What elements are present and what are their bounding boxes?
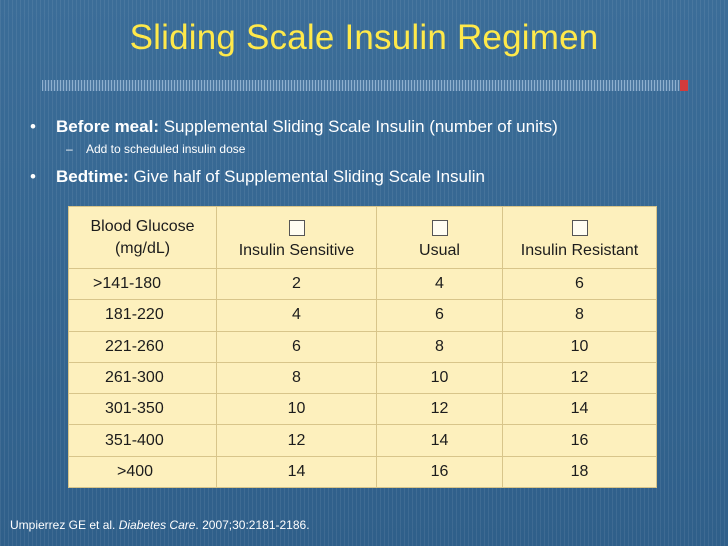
cell-resistant-dose: 10 <box>502 330 657 363</box>
cell-resistant-dose: 8 <box>502 299 657 332</box>
cell-glucose-range: 351-400 <box>68 424 217 457</box>
slide-title: Sliding Scale Insulin Regimen <box>129 18 599 57</box>
citation-authors: Umpierrez GE et al. <box>10 518 119 532</box>
table-row: 351-400 12 14 16 <box>68 424 657 457</box>
cell-glucose-range: 301-350 <box>68 393 217 426</box>
header-insulin-resistant: Insulin Resistant <box>502 206 657 269</box>
cell-usual-dose: 14 <box>376 424 503 457</box>
table-row: 181-220 4 6 8 <box>68 299 657 332</box>
header-blood-glucose: Blood Glucose (mg/dL) <box>68 206 217 269</box>
cell-resistant-dose: 6 <box>502 267 657 301</box>
cell-sensitive-dose: 6 <box>216 330 377 363</box>
header-glucose-line2: (mg/dL) <box>114 240 171 257</box>
before-meal-label: Before meal: <box>56 117 159 136</box>
cell-sensitive-dose: 8 <box>216 361 377 395</box>
table-row: 221-260 6 8 10 <box>68 330 657 363</box>
cell-usual-dose: 6 <box>376 299 503 332</box>
cell-usual-dose: 8 <box>376 330 503 363</box>
cell-glucose-range: 261-300 <box>68 361 217 395</box>
table-row: 261-300 8 10 12 <box>68 361 657 395</box>
table-header-row: Blood Glucose (mg/dL) Insulin Sensitive … <box>68 206 657 269</box>
cell-usual-dose: 16 <box>376 455 503 489</box>
title-divider <box>42 80 688 91</box>
header-usual-label: Usual <box>419 242 460 259</box>
cell-resistant-dose: 16 <box>502 424 657 457</box>
cell-sensitive-dose: 2 <box>216 267 377 301</box>
sub-bullet-text: Add to scheduled insulin dose <box>86 142 246 156</box>
sub-bullet-scheduled-dose: – Add to scheduled insulin dose <box>28 141 708 157</box>
cell-sensitive-dose: 10 <box>216 393 377 426</box>
table-row: >400 14 16 18 <box>68 455 657 489</box>
cell-usual-dose: 10 <box>376 361 503 395</box>
sliding-scale-table-wrapper: Blood Glucose (mg/dL) Insulin Sensitive … <box>68 206 657 489</box>
citation-journal: Diabetes Care <box>118 518 196 532</box>
sliding-scale-table: Blood Glucose (mg/dL) Insulin Sensitive … <box>68 206 657 489</box>
checkbox-sensitive[interactable] <box>288 220 305 236</box>
table-row: 301-350 10 12 14 <box>68 393 657 426</box>
cell-glucose-range: >400 <box>68 455 217 489</box>
bullet-list: • Before meal: Supplemental Sliding Scal… <box>28 116 708 188</box>
citation-details: . 2007;30:2181-2186. <box>195 518 310 532</box>
bullet-bedtime: • Bedtime: Give half of Supplemental Sli… <box>28 166 708 188</box>
header-usual: Usual <box>376 206 503 269</box>
header-resistant-label: Insulin Resistant <box>520 242 639 259</box>
dash-icon: – <box>66 142 73 156</box>
header-glucose-line1: Blood Glucose <box>90 218 195 235</box>
cell-usual-dose: 4 <box>376 267 503 301</box>
citation: Umpierrez GE et al. Diabetes Care. 2007;… <box>10 518 310 532</box>
header-insulin-sensitive: Insulin Sensitive <box>216 206 377 269</box>
bullet-dot-icon: • <box>30 117 36 136</box>
cell-sensitive-dose: 4 <box>216 299 377 332</box>
header-sensitive-label: Insulin Sensitive <box>238 242 355 259</box>
before-meal-text: Supplemental Sliding Scale Insulin (numb… <box>158 117 558 136</box>
cell-resistant-dose: 14 <box>502 393 657 426</box>
bedtime-label: Bedtime: <box>56 167 129 186</box>
cell-usual-dose: 12 <box>376 393 503 426</box>
cell-glucose-range: >141-180 <box>68 267 217 301</box>
checkbox-usual[interactable] <box>431 220 448 236</box>
bullet-dot-icon: • <box>30 167 36 186</box>
checkbox-resistant[interactable] <box>571 220 588 236</box>
cell-glucose-range: 221-260 <box>68 330 217 363</box>
cell-sensitive-dose: 12 <box>216 424 377 457</box>
cell-sensitive-dose: 14 <box>216 455 377 489</box>
cell-resistant-dose: 12 <box>502 361 657 395</box>
table-row: >141-180 2 4 6 <box>68 267 657 301</box>
bullet-before-meal: • Before meal: Supplemental Sliding Scal… <box>28 116 708 138</box>
bedtime-text: Give half of Supplemental Sliding Scale … <box>128 167 485 186</box>
cell-glucose-range: 181-220 <box>68 299 217 332</box>
cell-resistant-dose: 18 <box>502 455 657 489</box>
